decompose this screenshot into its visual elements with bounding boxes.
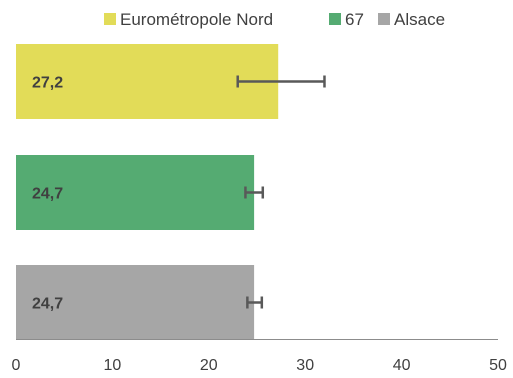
legend-label-1: 67 [345, 10, 364, 29]
bar-0 [16, 44, 279, 119]
bar-1 [16, 155, 255, 230]
data-label-2: 24,7 [32, 296, 63, 313]
legend-swatch-2 [378, 13, 390, 25]
x-tick-label-1: 10 [104, 357, 122, 374]
legend-swatch-1 [329, 13, 341, 25]
x-tick-label-4: 40 [393, 357, 411, 374]
x-tick-label-0: 0 [12, 357, 21, 374]
error-bar-0 [236, 75, 326, 88]
x-tick-label-3: 30 [296, 357, 314, 374]
x-axis-ticks: 0 10 20 30 40 50 [12, 357, 507, 374]
error-bar-1 [244, 186, 265, 199]
legend-swatch-0 [104, 13, 116, 25]
legend-label-2: Alsace [394, 10, 445, 29]
legend-label-0: Eurométropole Nord [120, 10, 273, 29]
legend: Eurométropole Nord 67 Alsace [104, 10, 445, 29]
x-tick-label-2: 20 [200, 357, 218, 374]
data-label-0: 27,2 [32, 75, 63, 92]
bars-group: 27,2 24,7 24,7 [16, 44, 326, 340]
error-bar-2 [246, 296, 264, 309]
data-label-1: 24,7 [32, 186, 63, 203]
bar-2 [16, 265, 255, 340]
x-tick-label-5: 50 [489, 357, 507, 374]
